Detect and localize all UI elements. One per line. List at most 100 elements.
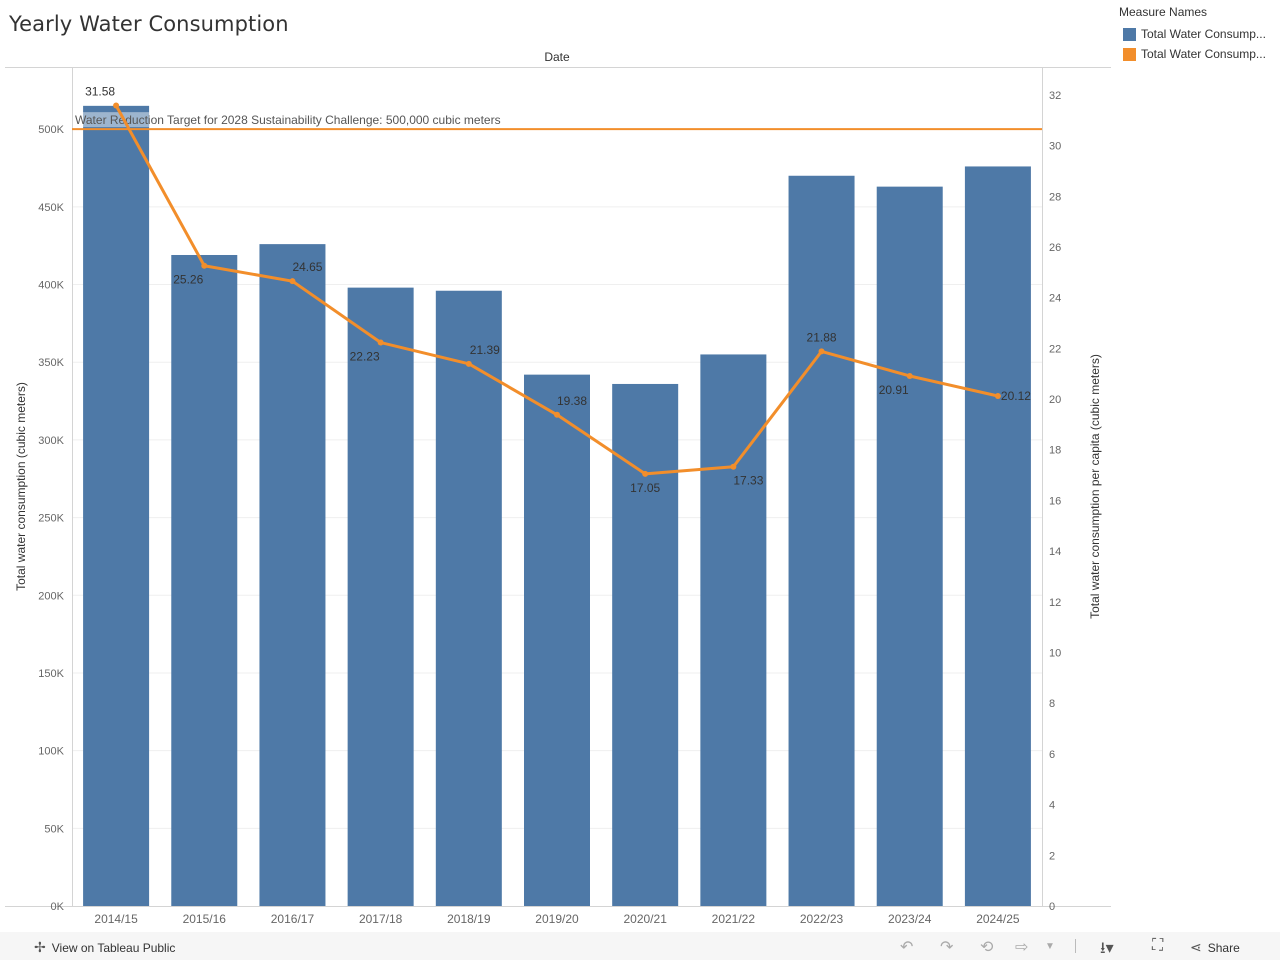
- per-capita-data-label: 17.05: [630, 481, 660, 495]
- y-right-tick-label: 0: [1049, 901, 1055, 913]
- y-left-tick-label: 50K: [44, 823, 64, 835]
- reference-line-label: Water Reduction Target for 2028 Sustaina…: [75, 113, 501, 127]
- per-capita-data-label: 22.23: [350, 350, 380, 364]
- y-right-tick-label: 8: [1049, 698, 1055, 710]
- y-right-tick-label: 28: [1049, 191, 1061, 203]
- x-tick-label: 2017/18: [359, 912, 403, 926]
- x-tick-label: 2016/17: [271, 912, 315, 926]
- x-tick-label: 2023/24: [888, 912, 932, 926]
- pause-dropdown-icon[interactable]: ▼: [1045, 941, 1055, 952]
- x-tick-label: 2014/15: [94, 912, 138, 926]
- per-capita-data-label: 24.65: [292, 260, 322, 274]
- y-left-tick-label: 0K: [51, 901, 65, 913]
- y-left-tick-label: 450K: [38, 202, 64, 214]
- y-right-tick-label: 22: [1049, 343, 1061, 355]
- per-capita-data-label: 17.33: [733, 474, 763, 488]
- y-right-tick-label: 26: [1049, 242, 1061, 254]
- per-capita-data-label: 19.38: [557, 394, 587, 408]
- per-capita-data-label: 31.58: [85, 85, 115, 99]
- legend-item-total[interactable]: Total Water Consump...: [1119, 24, 1279, 44]
- view-on-tableau-link[interactable]: ✢ View on Tableau Public: [34, 939, 175, 956]
- y-right-tick-label: 2: [1049, 850, 1055, 862]
- y-right-tick-label: 20: [1049, 394, 1061, 406]
- y-left-tick-label: 100K: [38, 746, 64, 758]
- legend-title: Measure Names: [1119, 5, 1208, 19]
- legend-item-per-capita[interactable]: Total Water Consump...: [1119, 44, 1279, 64]
- x-tick-label: 2019/20: [535, 912, 579, 926]
- per-capita-point: [730, 463, 737, 470]
- bar-2018-19: [435, 290, 502, 906]
- per-capita-data-label: 20.12: [1001, 389, 1031, 403]
- bar-2022-23: [788, 175, 855, 906]
- share-icon: ⋖: [1190, 939, 1202, 955]
- y-left-axis-title: Total water consumption (cubic meters): [14, 382, 28, 591]
- bar-2020-21: [612, 383, 679, 906]
- per-capita-data-label: 21.39: [470, 343, 500, 357]
- reference-label-backdrop: [75, 112, 149, 128]
- y-left-tick-label: 500K: [38, 124, 64, 136]
- bar-2021-22: [700, 354, 767, 906]
- download-icon[interactable]: ⭳▾: [1100, 940, 1114, 957]
- toolbar-divider: [1075, 939, 1076, 953]
- undo-icon[interactable]: ↶: [900, 939, 914, 956]
- per-capita-point: [554, 411, 560, 418]
- x-tick-label: 2022/23: [800, 912, 844, 926]
- fullscreen-icon[interactable]: ⛶: [1152, 937, 1164, 954]
- per-capita-point: [906, 372, 913, 379]
- y-left-tick-label: 250K: [38, 513, 64, 525]
- bar-2014-15: [83, 105, 150, 906]
- bar-2024-25: [964, 166, 1031, 907]
- per-capita-point: [818, 348, 825, 355]
- y-right-tick-label: 30: [1049, 141, 1061, 153]
- bar-2016-17: [259, 244, 326, 907]
- per-capita-data-label: 20.91: [879, 383, 909, 397]
- x-tick-label: 2024/25: [976, 912, 1020, 926]
- bar-2015-16: [171, 254, 238, 906]
- per-capita-data-label: 25.26: [173, 273, 203, 287]
- per-capita-point: [642, 470, 649, 477]
- y-left-tick-label: 350K: [38, 357, 64, 369]
- y-left-tick-label: 150K: [38, 668, 64, 680]
- footer-toolbar: ✢ View on Tableau Public ↶ ↷ ⟲ ⇨ ▼ ⭳▾ ⛶ …: [0, 932, 1280, 960]
- y-right-tick-label: 4: [1049, 800, 1055, 812]
- legend: Measure Names Total Water Consump... Tot…: [1119, 5, 1279, 64]
- y-right-tick-label: 12: [1049, 597, 1061, 609]
- tableau-logo-icon: ✢: [34, 939, 46, 955]
- per-capita-data-label: 21.88: [807, 330, 837, 344]
- x-axis-header: Date: [544, 50, 570, 64]
- per-capita-point: [201, 262, 208, 269]
- refresh-icon[interactable]: ⇨: [1015, 939, 1029, 956]
- bar-2017-18: [347, 287, 414, 906]
- redo-icon[interactable]: ↷: [940, 939, 954, 956]
- view-on-tableau-label: View on Tableau Public: [51, 940, 176, 955]
- x-tick-label: 2015/16: [183, 912, 227, 926]
- y-right-tick-label: 6: [1049, 749, 1055, 761]
- legend-swatch-per-capita: [1123, 47, 1136, 61]
- y-right-tick-label: 16: [1049, 495, 1061, 507]
- per-capita-point: [377, 339, 384, 346]
- share-label: Share: [1207, 940, 1240, 955]
- per-capita-point: [465, 360, 472, 367]
- y-left-tick-label: 200K: [38, 590, 64, 602]
- y-right-tick-label: 14: [1049, 546, 1061, 558]
- chart: Date0K50K100K150K200K250K300K350K400K450…: [5, 50, 1111, 926]
- bar-2023-24: [876, 186, 943, 906]
- y-right-tick-label: 18: [1049, 445, 1061, 457]
- share-button[interactable]: ⋖ Share: [1190, 939, 1240, 956]
- per-capita-point: [113, 102, 120, 109]
- y-right-axis-title: Total water consumption per capita (cubi…: [1088, 354, 1102, 619]
- y-right-tick-label: 10: [1049, 648, 1061, 660]
- revert-icon[interactable]: ⟲: [980, 939, 994, 956]
- legend-swatch-total: [1123, 27, 1136, 41]
- y-right-tick-label: 32: [1049, 90, 1061, 102]
- y-left-tick-label: 300K: [38, 435, 64, 447]
- bar-2019-20: [524, 374, 590, 907]
- page-title: Yearly Water Consumption: [9, 12, 289, 36]
- x-tick-label: 2020/21: [623, 912, 667, 926]
- per-capita-point: [994, 393, 1001, 400]
- per-capita-point: [289, 278, 296, 285]
- y-right-tick-label: 24: [1049, 293, 1061, 305]
- x-tick-label: 2018/19: [447, 912, 491, 926]
- y-left-tick-label: 400K: [38, 280, 64, 292]
- x-tick-label: 2021/22: [712, 912, 756, 926]
